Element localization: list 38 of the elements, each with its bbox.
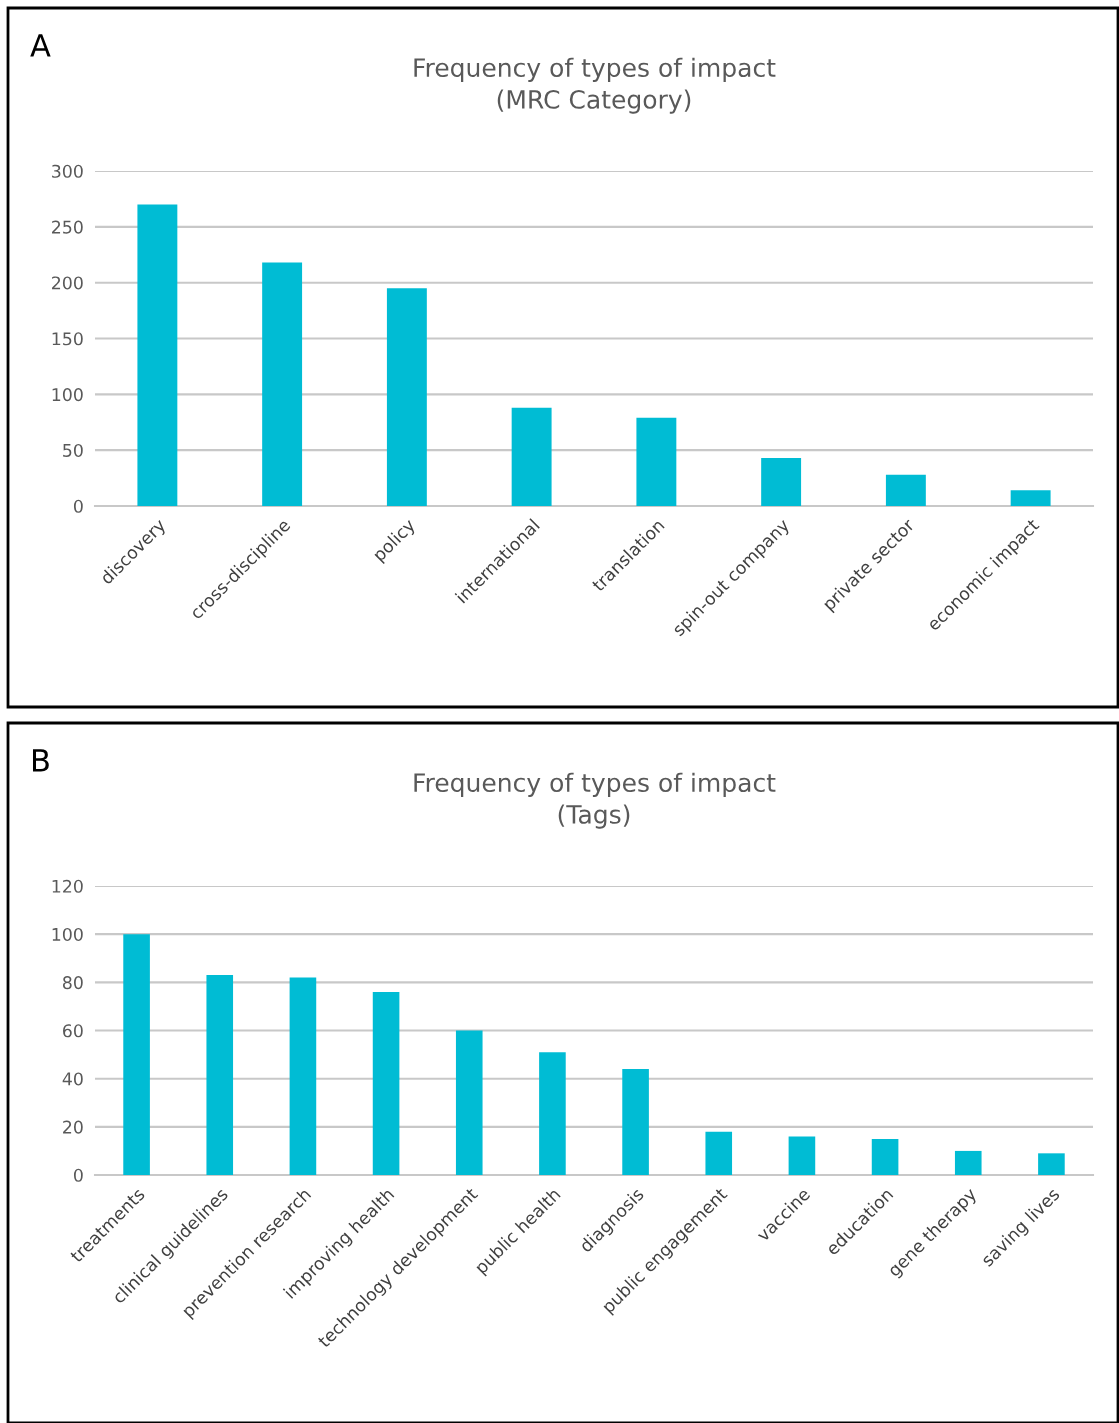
bar — [705, 1131, 733, 1175]
bar — [788, 1136, 816, 1175]
y-tick-label: 100 — [52, 388, 83, 402]
bar — [885, 474, 926, 506]
text: A — [30, 34, 51, 57]
y-tick-label: 150 — [52, 332, 83, 346]
bar — [386, 288, 427, 506]
bar — [622, 1069, 649, 1175]
bar — [206, 975, 234, 1175]
y-tick-label: 0 — [73, 499, 83, 513]
bar — [636, 417, 677, 506]
bar — [372, 991, 400, 1175]
y-tick-label: 50 — [63, 443, 83, 458]
bar — [1010, 490, 1051, 506]
y-tick-label: 20 — [63, 1120, 83, 1134]
bar — [289, 977, 317, 1175]
text: B — [33, 749, 49, 772]
y-tick-label: 120 — [52, 879, 83, 893]
y-tick-label: 200 — [52, 276, 83, 290]
y-tick-label: 60 — [63, 1024, 83, 1038]
chart-title: Frequency of types of impact (MRC Category) — [414, 57, 776, 114]
bar — [1038, 1153, 1065, 1175]
y-tick-label: 300 — [52, 164, 83, 178]
y-tick-label: 100 — [52, 927, 83, 942]
bar — [262, 262, 303, 506]
bar — [123, 934, 150, 1175]
bar — [511, 407, 552, 506]
bar — [455, 1030, 483, 1175]
y-tick-label: 0 — [73, 1168, 83, 1182]
bar — [539, 1052, 566, 1175]
y-tick-label: 40 — [62, 1072, 83, 1086]
y-tick-label: 80 — [62, 976, 83, 990]
bar — [137, 204, 178, 506]
chart-title: Frequency of types of impact (Tags) — [414, 772, 776, 829]
bar — [954, 1150, 982, 1175]
bar — [871, 1138, 899, 1175]
bar — [761, 457, 802, 506]
y-tick-label: 250 — [52, 220, 83, 234]
